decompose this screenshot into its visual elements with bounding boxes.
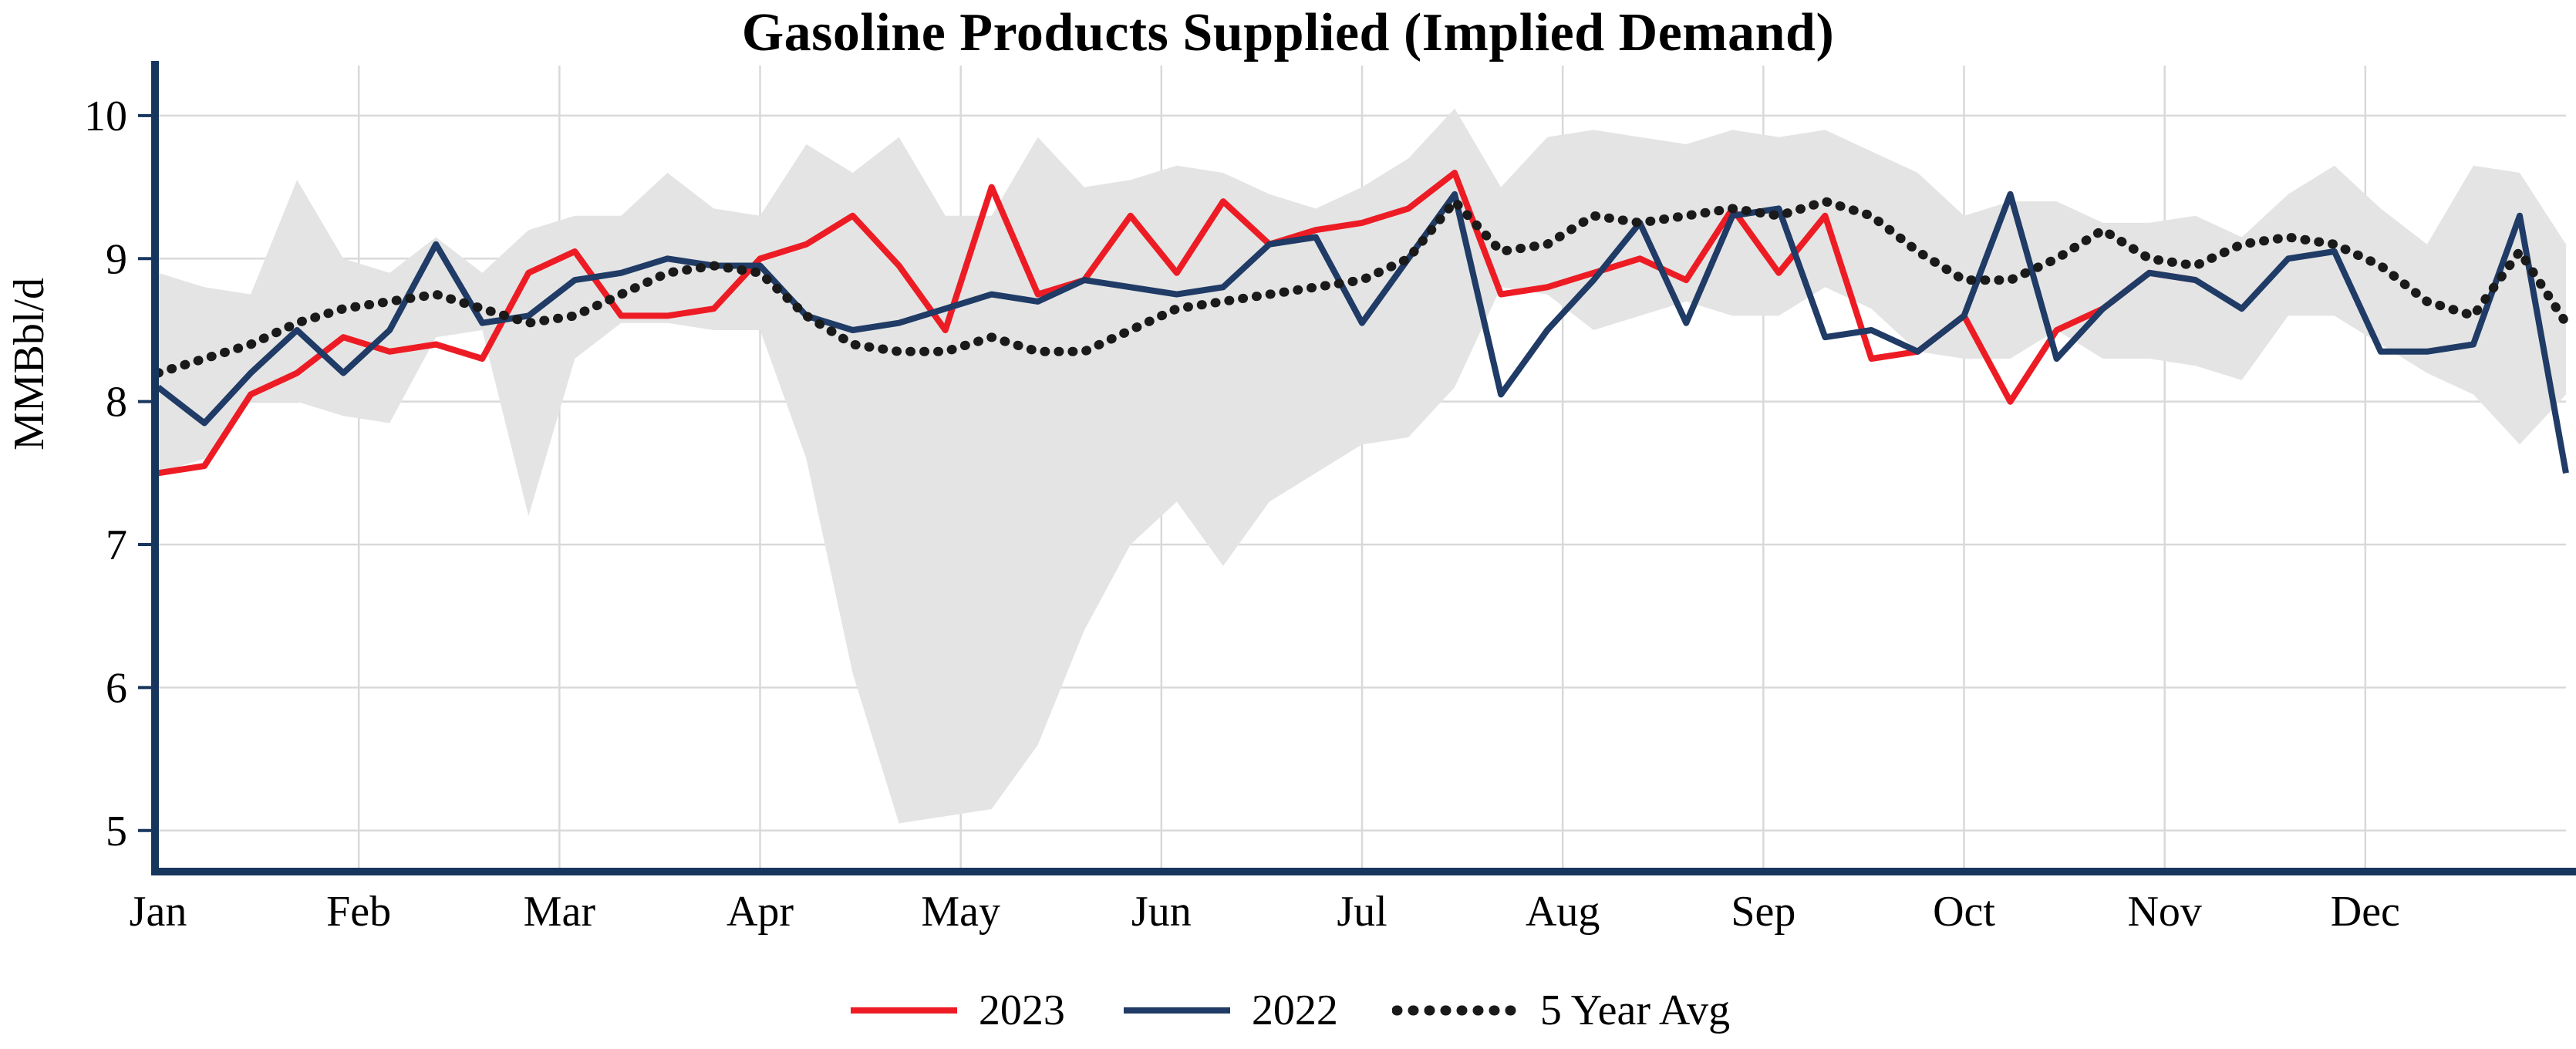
chart-title: Gasoline Products Supplied (Implied Dema… [741, 3, 1835, 62]
svg-text:Sep: Sep [1731, 888, 1795, 936]
svg-text:5: 5 [106, 808, 127, 855]
legend-label-5yr-avg: 5 Year Avg [1539, 987, 1731, 1034]
legend-line-5yr-avg-icon [1391, 1005, 1523, 1016]
svg-text:9: 9 [106, 235, 127, 283]
chart-legend: 2023 2022 5 Year Avg [0, 986, 2576, 1035]
svg-text:10: 10 [84, 93, 127, 140]
svg-text:Mar: Mar [524, 888, 596, 936]
svg-text:May: May [921, 888, 1000, 936]
legend-item-5yr-avg: 5 Year Avg [1391, 986, 1731, 1035]
svg-text:Feb: Feb [326, 888, 391, 936]
svg-text:Nov: Nov [2127, 888, 2201, 936]
legend-label-2023: 2023 [978, 987, 1065, 1034]
svg-text:Jan: Jan [130, 888, 187, 936]
legend-item-2022: 2022 [1119, 986, 1338, 1035]
legend-label-2022: 2022 [1251, 987, 1338, 1034]
svg-text:Dec: Dec [2331, 888, 2400, 936]
legend-item-2023: 2023 [846, 986, 1065, 1035]
svg-text:8: 8 [106, 379, 127, 427]
svg-text:7: 7 [106, 521, 127, 569]
svg-text:6: 6 [106, 664, 127, 712]
svg-text:Apr: Apr [727, 888, 794, 936]
svg-text:Jul: Jul [1337, 888, 1387, 936]
legend-line-2023-icon [850, 1007, 957, 1014]
legend-line-2022-icon [1123, 1007, 1230, 1014]
svg-text:Aug: Aug [1526, 888, 1600, 936]
svg-text:Oct: Oct [1933, 888, 1995, 936]
svg-text:Jun: Jun [1131, 888, 1192, 936]
